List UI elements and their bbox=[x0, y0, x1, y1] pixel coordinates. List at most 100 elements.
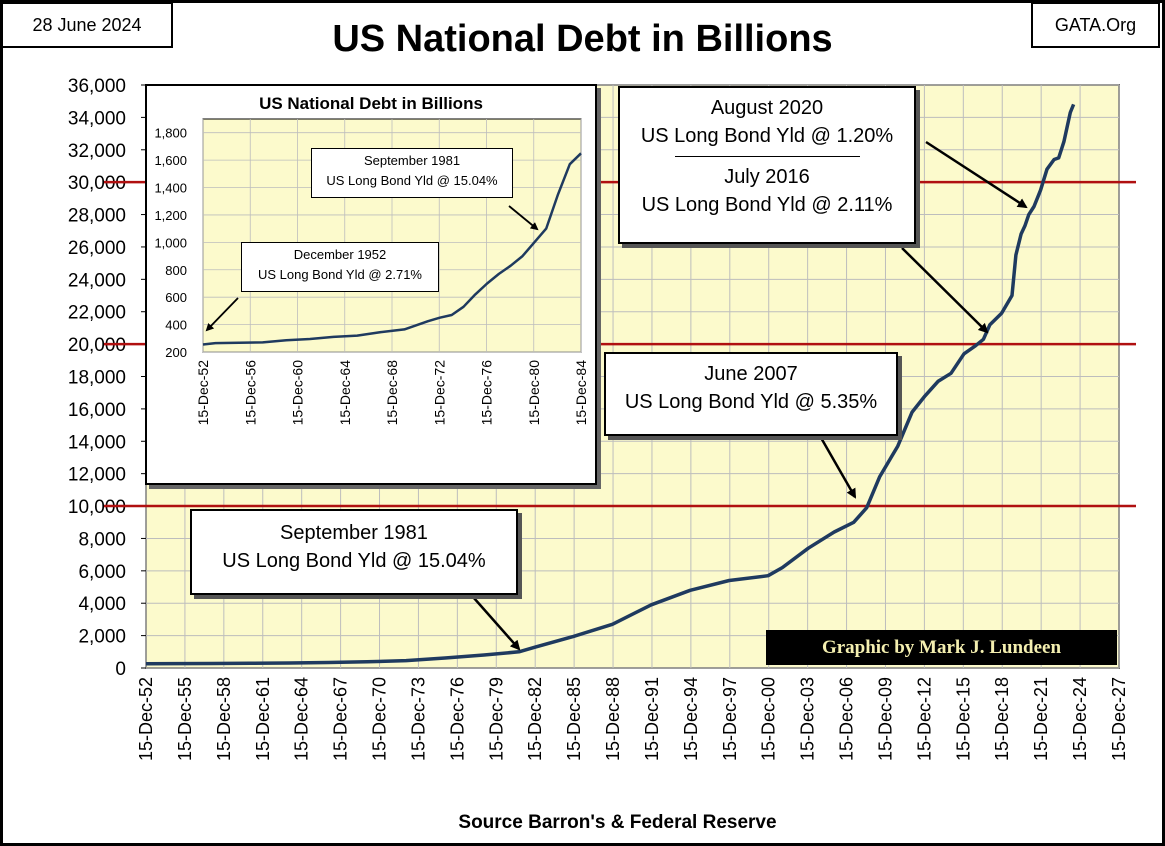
inset-x-tick-label: 15-Dec-52 bbox=[195, 360, 211, 426]
debt-series-line bbox=[145, 103, 1076, 666]
x-tick-label: 15-Dec-91 bbox=[642, 677, 662, 761]
inset-x-tick-label: 15-Dec-60 bbox=[290, 360, 306, 426]
inset-debt-series-line bbox=[202, 152, 582, 346]
inset-annotation-1952-yield: US Long Bond Yld @ 2.71% bbox=[257, 267, 422, 282]
x-tick-label: 15-Dec-88 bbox=[603, 677, 623, 761]
inset-y-tick-label: 1,200 bbox=[154, 208, 187, 223]
inset-y-axis-ticks: 200 400 600 800 1,000 1,200 1,400 1,600 1,800 bbox=[154, 126, 187, 360]
x-tick-label: 15-Dec-21 bbox=[1031, 677, 1051, 761]
annotation-1981: September 1981 US Long Bond Yld @ 15.04% bbox=[190, 509, 518, 595]
annotation-2007: June 2007 US Long Bond Yld @ 5.35% bbox=[604, 352, 898, 436]
date-label: 28 June 2024 bbox=[1, 2, 173, 48]
inset-x-tick-label: 15-Dec-76 bbox=[479, 360, 495, 426]
inset-x-tick-label: 15-Dec-56 bbox=[242, 360, 258, 426]
arrow-2020 bbox=[925, 140, 1028, 209]
inset-y-tick-label: 1,000 bbox=[154, 235, 187, 250]
inset-y-tick-label: 600 bbox=[165, 290, 187, 305]
x-tick-label: 15-Dec-85 bbox=[564, 677, 584, 761]
inset-y-tick-label: 1,600 bbox=[154, 153, 187, 168]
credit-label: Graphic by Mark J. Lundeen bbox=[766, 630, 1117, 665]
y-tick-label: 34,000 bbox=[68, 108, 126, 129]
source-site-label: GATA.Org bbox=[1031, 2, 1160, 48]
x-tick-label: 15-Dec-52 bbox=[136, 677, 156, 761]
x-tick-label: 15-Dec-03 bbox=[798, 677, 818, 761]
x-tick-label: 15-Dec-06 bbox=[837, 677, 857, 761]
chart-title: US National Debt in Billions bbox=[332, 18, 833, 60]
y-tick-label: 18,000 bbox=[68, 368, 126, 389]
inset-y-tick-label: 800 bbox=[165, 263, 187, 278]
inset-annotation-1952: December 1952 US Long Bond Yld @ 2.71% bbox=[241, 242, 439, 292]
inset-annotation-1952-date: December 1952 bbox=[293, 247, 387, 262]
arrow-2016 bbox=[901, 247, 989, 334]
annotation-2007-date: June 2007 bbox=[704, 363, 798, 385]
x-tick-label: 15-Dec-70 bbox=[370, 677, 390, 761]
y-tick-label: 16,000 bbox=[68, 400, 126, 421]
x-tick-label: 15-Dec-12 bbox=[914, 677, 934, 761]
inset-chart: US National Debt in Billions 200 400 600 80… bbox=[145, 84, 597, 485]
y-tick-label: 14,000 bbox=[68, 432, 126, 453]
annotation-arrows bbox=[465, 140, 1028, 651]
annotation-2020-date: August 2020 bbox=[710, 97, 824, 119]
inset-y-tick-label: 1,400 bbox=[154, 181, 187, 196]
inset-annotation-1981: September 1981 US Long Bond Yld @ 15.04% bbox=[311, 148, 513, 198]
x-tick-label: 15-Dec-61 bbox=[253, 677, 273, 761]
inset-y-tick-label: 200 bbox=[165, 345, 187, 360]
y-tick-label: 20,000 bbox=[68, 335, 126, 356]
x-tick-label: 15-Dec-82 bbox=[525, 677, 545, 761]
x-tick-label: 15-Dec-94 bbox=[681, 677, 701, 761]
y-tick-label: 8,000 bbox=[78, 529, 126, 550]
annotation-1981-date: September 1981 bbox=[280, 522, 428, 544]
inset-title: US National Debt in Billions bbox=[259, 94, 483, 113]
x-tick-label: 15-Dec-79 bbox=[486, 677, 506, 761]
x-tick-label: 15-Dec-58 bbox=[214, 677, 234, 761]
y-tick-label: 30,000 bbox=[68, 173, 126, 194]
x-axis-ticks: 15-Dec-52 15-Dec-55 15-Dec-58 15-Dec-61 15-D… bbox=[136, 677, 1129, 761]
inset-x-tick-label: 15-Dec-64 bbox=[337, 360, 353, 426]
annotation-2007-yield: US Long Bond Yld @ 5.35% bbox=[624, 391, 878, 413]
x-tick-label: 15-Dec-09 bbox=[875, 677, 895, 761]
x-tick-label: 15-Dec-64 bbox=[292, 677, 312, 761]
annotation-2020-2016: August 2020 US Long Bond Yld @ 1.20% Jul… bbox=[618, 86, 916, 244]
y-tick-label: 4,000 bbox=[78, 594, 126, 615]
inset-y-tick-label: 1,800 bbox=[154, 126, 187, 141]
y-tick-label: 28,000 bbox=[68, 206, 126, 227]
x-tick-label: 15-Dec-00 bbox=[759, 677, 779, 761]
inset-y-tick-label: 400 bbox=[165, 318, 187, 333]
annotation-2016-date: July 2016 bbox=[724, 166, 810, 188]
x-tick-label: 15-Dec-24 bbox=[1070, 677, 1090, 761]
x-tick-label: 15-Dec-73 bbox=[408, 677, 428, 761]
arrow-2007 bbox=[818, 435, 857, 499]
y-tick-label: 24,000 bbox=[68, 270, 126, 291]
annotation-separator bbox=[674, 156, 860, 157]
x-tick-label: 15-Dec-27 bbox=[1109, 677, 1129, 761]
x-tick-label: 15-Dec-15 bbox=[953, 677, 973, 761]
inset-x-tick-label: 15-Dec-68 bbox=[384, 360, 400, 426]
inset-x-tick-label: 15-Dec-84 bbox=[573, 360, 589, 426]
y-axis-ticks: 0 2,000 4,000 6,000 8,000 10,000 12,000 14,000 1… bbox=[68, 76, 146, 680]
inset-x-tick-label: 15-Dec-80 bbox=[526, 360, 542, 426]
annotation-1981-yield: US Long Bond Yld @ 15.04% bbox=[222, 550, 486, 572]
x-tick-label: 15-Dec-67 bbox=[331, 677, 351, 761]
x-tick-label: 15-Dec-55 bbox=[175, 677, 195, 761]
y-tick-label: 2,000 bbox=[78, 627, 126, 648]
inset-annotation-1981-date: September 1981 bbox=[363, 153, 461, 168]
y-tick-label: 0 bbox=[115, 659, 126, 680]
source-label: Source Barron's & Federal Reserve bbox=[458, 812, 777, 833]
y-tick-label: 6,000 bbox=[78, 562, 126, 583]
annotation-2020-yield: US Long Bond Yld @ 1.20% bbox=[640, 125, 894, 147]
y-tick-label: 36,000 bbox=[68, 76, 126, 97]
y-tick-label: 22,000 bbox=[68, 303, 126, 324]
inset-x-tick-label: 15-Dec-72 bbox=[431, 360, 447, 426]
y-tick-label: 12,000 bbox=[68, 465, 126, 486]
y-tick-label: 32,000 bbox=[68, 141, 126, 162]
x-tick-label: 15-Dec-18 bbox=[992, 677, 1012, 761]
inset-annotation-1981-yield: US Long Bond Yld @ 15.04% bbox=[326, 173, 498, 188]
inset-x-axis-ticks: 15-Dec-52 15-Dec-56 15-Dec-60 15-Dec-64 15-D… bbox=[195, 360, 589, 426]
inset-arrow-1981 bbox=[508, 205, 539, 231]
x-tick-label: 15-Dec-97 bbox=[720, 677, 740, 761]
inset-arrow-1952 bbox=[205, 297, 239, 332]
arrow-1981 bbox=[465, 588, 521, 651]
x-tick-label: 15-Dec-76 bbox=[447, 677, 467, 761]
annotation-2016-yield: US Long Bond Yld @ 2.11% bbox=[641, 194, 893, 216]
y-tick-label: 10,000 bbox=[68, 497, 126, 518]
